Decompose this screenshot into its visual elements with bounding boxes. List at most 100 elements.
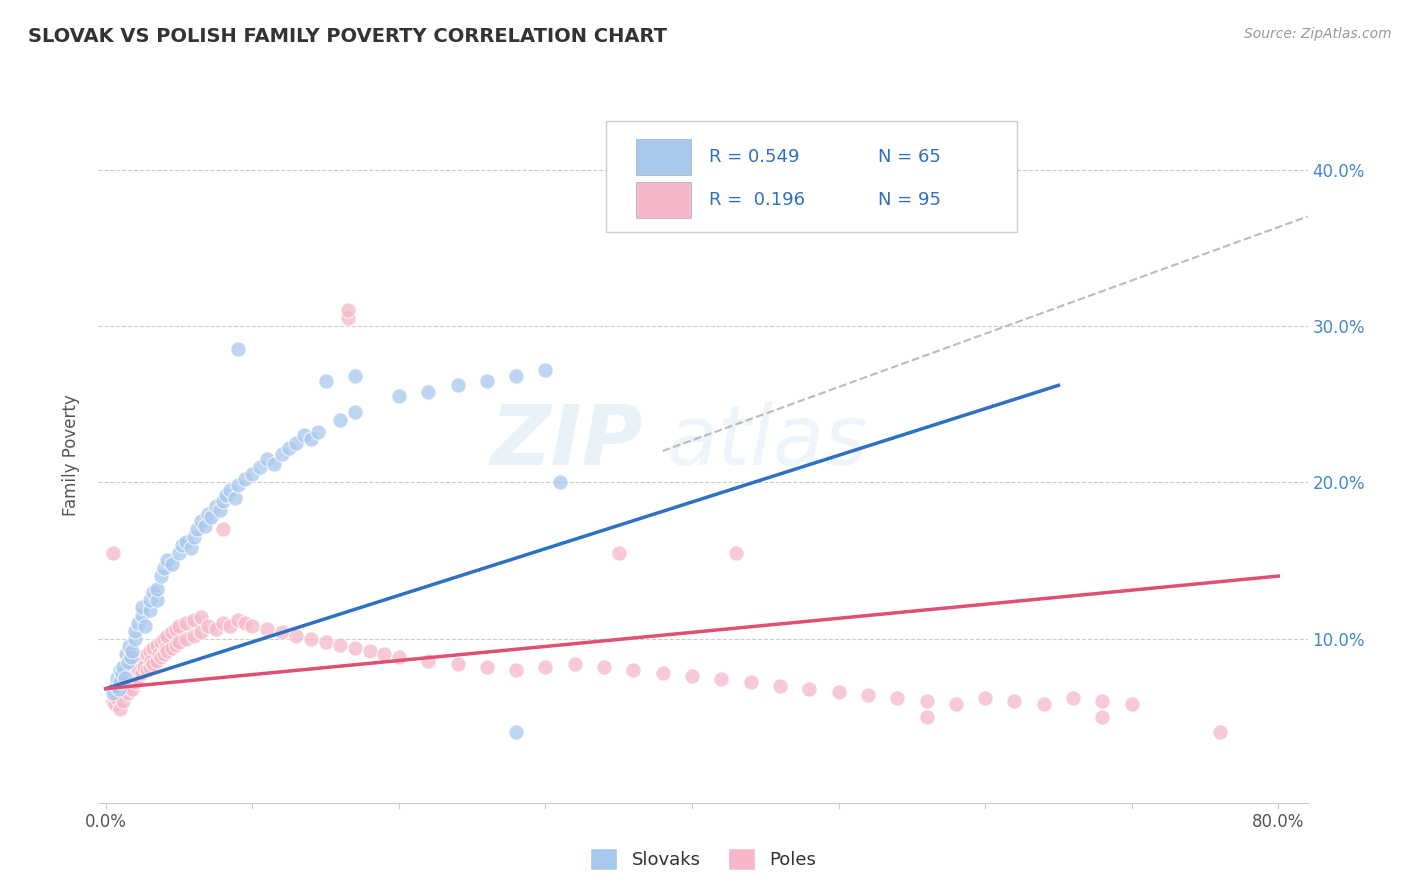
Point <box>856 688 879 702</box>
Point <box>155 640 177 655</box>
Point <box>204 499 226 513</box>
Point <box>209 503 232 517</box>
Point <box>160 557 183 571</box>
Point <box>124 675 146 690</box>
Point <box>315 634 337 648</box>
Point <box>197 619 219 633</box>
Point <box>475 374 498 388</box>
Legend: Slovaks, Poles: Slovaks, Poles <box>582 841 824 877</box>
Point <box>120 650 142 665</box>
Point <box>475 660 498 674</box>
Text: R =  0.196: R = 0.196 <box>709 191 806 210</box>
Point <box>446 378 468 392</box>
Point <box>1004 694 1026 708</box>
Point <box>329 638 352 652</box>
Point <box>132 660 155 674</box>
Point <box>153 647 176 661</box>
Point <box>219 619 242 633</box>
Point <box>299 632 322 646</box>
Point <box>167 546 190 560</box>
Point <box>142 640 165 655</box>
Point <box>343 405 366 419</box>
Point <box>336 303 359 318</box>
Point <box>110 702 132 716</box>
Point <box>190 514 212 528</box>
Point <box>135 647 157 661</box>
Point <box>160 625 183 640</box>
Point <box>418 384 440 399</box>
Point <box>122 671 145 685</box>
Point <box>226 478 249 492</box>
Point <box>212 615 235 630</box>
Point <box>564 657 586 671</box>
Point <box>256 451 278 466</box>
Text: R = 0.549: R = 0.549 <box>709 148 800 166</box>
Point <box>204 622 226 636</box>
Point <box>593 660 616 674</box>
FancyBboxPatch shape <box>637 139 690 175</box>
Point <box>125 666 148 681</box>
Point <box>112 694 135 708</box>
Point <box>219 483 242 497</box>
Point <box>156 644 179 658</box>
Point <box>142 584 165 599</box>
Point <box>107 691 129 706</box>
Point <box>131 600 153 615</box>
Point <box>112 660 135 674</box>
Point <box>945 698 967 712</box>
Point <box>134 619 156 633</box>
Point <box>307 425 329 440</box>
Point <box>1091 694 1114 708</box>
Point <box>141 653 163 667</box>
Point <box>105 679 128 693</box>
Point <box>150 650 173 665</box>
Point <box>292 428 315 442</box>
Point <box>769 679 792 693</box>
Point <box>285 628 308 642</box>
Point <box>1208 725 1230 739</box>
Point <box>299 432 322 446</box>
Point <box>886 691 908 706</box>
Point <box>138 660 160 674</box>
Point <box>148 647 170 661</box>
Point <box>115 647 138 661</box>
Point <box>146 653 169 667</box>
Point <box>505 368 527 383</box>
Point <box>180 541 202 555</box>
Point <box>194 519 217 533</box>
Point <box>249 459 271 474</box>
Point <box>215 488 238 502</box>
Point <box>1062 691 1084 706</box>
Point <box>915 710 938 724</box>
Point <box>118 640 141 654</box>
Point <box>827 685 849 699</box>
Point <box>156 628 179 642</box>
Text: ZIP: ZIP <box>489 401 643 482</box>
Point <box>146 638 169 652</box>
Point <box>534 362 557 376</box>
Point <box>233 615 256 630</box>
Point <box>138 644 160 658</box>
Point <box>146 592 169 607</box>
Point <box>103 698 125 712</box>
Point <box>107 671 129 685</box>
Point <box>418 653 440 667</box>
Point <box>270 625 292 640</box>
Point <box>121 681 143 696</box>
Point <box>226 613 249 627</box>
Point <box>127 671 149 685</box>
Point <box>505 663 527 677</box>
Point <box>278 441 301 455</box>
Point <box>124 660 146 674</box>
Point <box>160 640 183 655</box>
Point <box>651 666 673 681</box>
Point <box>165 622 187 636</box>
Point <box>197 507 219 521</box>
Point <box>131 650 153 665</box>
Point <box>138 603 160 617</box>
Point <box>388 650 411 665</box>
Point <box>111 666 134 681</box>
Point <box>186 522 208 536</box>
Point <box>212 522 235 536</box>
Point <box>114 671 136 685</box>
